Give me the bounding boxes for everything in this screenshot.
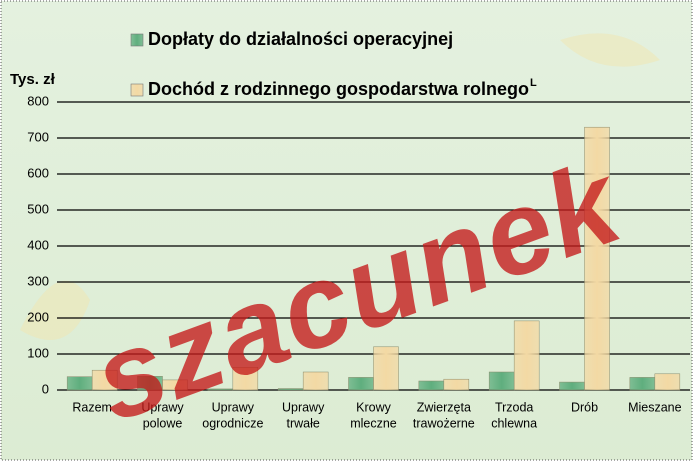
x-tick-label: Mieszane xyxy=(628,400,682,414)
y-tick-label: 500 xyxy=(27,201,49,216)
y-tick-label: 800 xyxy=(27,93,49,108)
y-tick-label: 0 xyxy=(42,381,49,396)
legend-note-mark: L xyxy=(530,77,537,89)
x-tick-label: Uprawy xyxy=(282,400,325,414)
bar xyxy=(630,377,655,390)
x-tick-label: Trzoda xyxy=(495,400,533,414)
bar xyxy=(514,321,539,390)
x-tick-label: Drób xyxy=(571,400,598,414)
bar xyxy=(444,379,469,390)
y-tick-label: 300 xyxy=(27,273,49,288)
x-tick-label: mleczne xyxy=(350,416,397,430)
bar xyxy=(67,377,92,390)
y-tick-label: 600 xyxy=(27,165,49,180)
y-tick-label: 100 xyxy=(27,345,49,360)
x-tick-label: chlewna xyxy=(491,416,537,430)
legend-label: Dopłaty do działalności operacyjnej xyxy=(148,29,453,49)
bar xyxy=(489,372,514,390)
y-axis-label: Tys. zł xyxy=(10,71,56,88)
x-tick-label: trwałe xyxy=(286,416,319,430)
bar xyxy=(419,381,444,390)
x-tick-label: Zwierzęta xyxy=(417,400,471,414)
bar xyxy=(349,377,374,390)
bar xyxy=(560,382,585,390)
y-tick-label: 400 xyxy=(27,237,49,252)
legend-swatch xyxy=(131,84,143,96)
legend-swatch xyxy=(131,34,143,46)
legend-label: Dochód z rodzinnego gospodarstwa rolnego xyxy=(148,79,529,99)
x-tick-label: Krowy xyxy=(356,400,391,414)
x-tick-label: trawożerne xyxy=(413,416,475,430)
bar xyxy=(655,374,680,390)
chart: Tys. zł 0100200300400500600700800RazemUp… xyxy=(0,0,693,461)
y-tick-label: 700 xyxy=(27,129,49,144)
page: {"chart_data": {"type": "bar", "y_label"… xyxy=(0,0,693,461)
x-tick-label: ogrodnicze xyxy=(202,416,263,430)
y-tick-label: 200 xyxy=(27,309,49,324)
